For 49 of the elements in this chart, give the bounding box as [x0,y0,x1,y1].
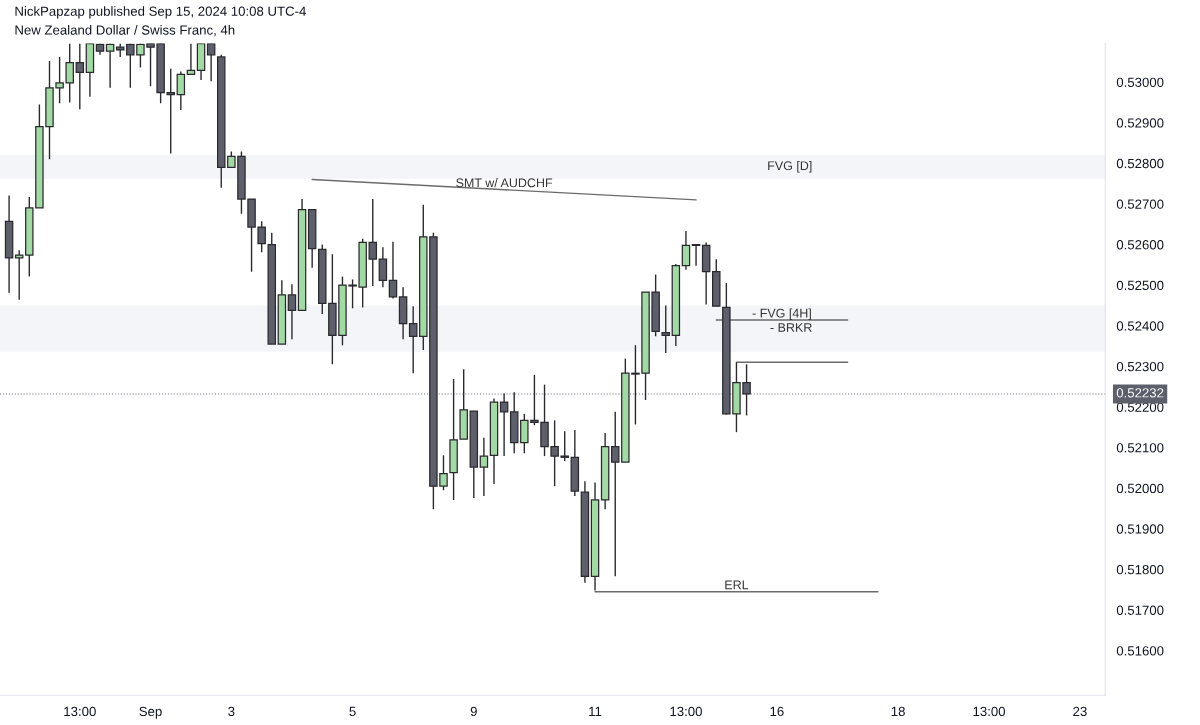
ref-line-label: 0.52232 [1116,388,1164,398]
candlestick [691,243,701,267]
y-tick-label: 0.51700 [1116,605,1164,615]
candlestick [105,43,115,89]
candlestick [408,305,418,374]
series-label: SMT w/ AUDCHF [456,178,553,188]
candlestick [479,437,489,497]
x-tick-label: 13:00 [64,706,96,717]
y-tick-label: 0.51900 [1116,524,1164,534]
y-tick-label: 0.52900 [1116,118,1164,128]
x-tick-label: 3 [228,706,235,717]
candlestick [14,249,24,301]
candlestick [661,304,671,354]
candlestick [388,240,398,300]
y-tick-label: 0.53000 [1116,77,1164,87]
candlestick [75,43,85,110]
y-tick-label: 0.51600 [1116,646,1164,656]
candlestick [287,283,297,340]
candlestick [206,43,216,82]
candlestick [681,230,691,271]
x-tick-label: 9 [470,706,477,717]
band-label: FVG [D] [768,160,812,173]
x-tick-label: Sep [139,706,162,719]
candlestick [176,70,186,111]
candlestick [499,392,509,457]
chart-title: New Zealand Dollar / Swiss Franc, 4h [15,25,235,37]
x-tick-label: 18 [891,706,905,717]
chart-subtitle: NickPapzap published Sep 15, 2024 10:08 UTC-4 [15,6,306,19]
y-tick-label: 0.52400 [1116,321,1164,331]
x-tick-label: 13:00 [973,706,1006,717]
y-tick-label: 0.52200 [1116,402,1164,412]
candlestick [378,246,388,288]
y-tick-label: 0.52500 [1116,280,1164,291]
y-tick-label: 0.52800 [1116,158,1164,169]
y-tick-label: 0.52600 [1116,240,1164,250]
series-label: - FVG [4H] [752,308,811,321]
band-label: - BRKR [770,323,812,332]
y-tick-label: 0.51800 [1116,564,1164,575]
y-tick-label: 0.52000 [1116,483,1164,494]
x-tick-label: 16 [770,706,784,717]
series-label: ERL [725,580,749,590]
y-tick-label: 0.52100 [1116,443,1164,453]
x-tick-label: 23 [1073,706,1087,717]
x-tick-label: 5 [349,706,356,717]
candlestick [186,43,196,76]
x-tick-label: 13:00 [670,706,702,717]
y-tick-label: 0.52700 [1116,199,1164,209]
y-tick-label: 0.52300 [1116,361,1164,372]
x-tick-label: 11 [589,706,602,716]
